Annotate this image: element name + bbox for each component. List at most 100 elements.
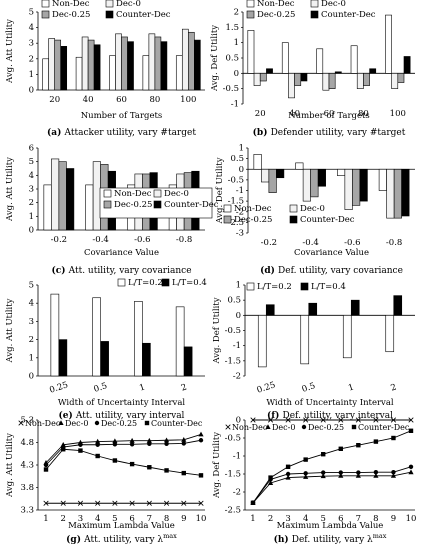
legend-swatch — [105, 10, 114, 19]
panel-caption: (d) Def. utility, vary covariance — [260, 265, 403, 276]
x-axis-label: Covariance Value — [294, 248, 369, 258]
data-point-triangle — [265, 424, 271, 429]
data-point-triangle — [198, 431, 204, 437]
bar — [253, 73, 261, 86]
y-tick-label: 1 — [29, 70, 34, 80]
y-tick-label: 0.5 — [225, 54, 239, 64]
data-point-square — [147, 465, 152, 470]
legend-label: Dec-0 — [116, 0, 141, 9]
x-tick-label: 8 — [373, 514, 378, 524]
legend: Non-Dec Dec-0 Dec-0.25 Counter-Dec — [225, 423, 410, 432]
legend-label: Non-Dec — [52, 0, 90, 9]
bar — [43, 184, 52, 231]
x-tick-label: 80 — [358, 109, 369, 119]
bar — [60, 46, 68, 91]
bar — [308, 302, 318, 316]
legend-swatch — [300, 282, 309, 291]
data-point-x — [355, 417, 361, 423]
series-line — [252, 466, 412, 504]
data-point-x — [18, 420, 24, 426]
x-tick-label: -0.6 — [134, 235, 150, 245]
legend-swatch — [161, 278, 170, 287]
data-point-square — [408, 428, 414, 433]
x-tick-label: 0.25 — [48, 380, 69, 395]
bar — [54, 39, 62, 91]
bar — [247, 30, 255, 74]
x-tick-label: 100 — [390, 109, 406, 119]
x-tick-label: 100 — [180, 95, 196, 105]
caption-text: Attacker utility, vary #target — [64, 128, 197, 138]
legend-swatch — [310, 0, 319, 8]
data-point-circle — [356, 470, 361, 475]
x-tick-label: -0.4 — [302, 238, 318, 248]
caption-superscript: max — [163, 532, 177, 540]
data-point-triangle — [390, 473, 397, 478]
y-tick-label: 6 — [29, 144, 34, 154]
legend: Non-Dec Dec-0 Dec-0.25 Counter-Dec — [223, 204, 355, 225]
legend-swatch — [153, 200, 162, 209]
x-tick-label: 10 — [196, 514, 207, 524]
y-tick-label: -2 — [236, 207, 244, 217]
bar — [253, 154, 262, 170]
legend: Non-Dec Dec-0 Dec-0.25 Counter-Dec — [99, 187, 219, 219]
data-point-triangle — [181, 437, 187, 442]
x-axis-label: Covariance Value — [84, 248, 159, 258]
bar — [337, 168, 346, 176]
legend-label: Dec-0 — [164, 189, 189, 199]
caption-text: Def. utility, vary λ — [292, 535, 373, 545]
series-line — [45, 448, 202, 476]
x-tick-label: 4 — [303, 514, 308, 524]
y-tick-label: -1.5 — [225, 470, 241, 480]
data-point-circle — [303, 471, 308, 476]
x-tick-label: 2 — [61, 514, 66, 524]
bar — [188, 31, 195, 91]
x-axis-label: Width of Uncertainty Interval — [58, 398, 186, 408]
data-point-x — [373, 417, 379, 423]
x-axis-label: Width of Uncertainty Interval — [266, 398, 394, 408]
x-tick-label: -0.8 — [176, 235, 192, 245]
data-point-square — [95, 453, 100, 459]
legend-label: Dec-0.25 — [114, 200, 152, 210]
data-point-square — [285, 464, 291, 469]
bar — [115, 33, 122, 91]
data-point-square — [144, 420, 150, 426]
caption-letter: (g) — [66, 534, 84, 545]
data-point-x — [225, 424, 231, 430]
bar — [342, 315, 352, 359]
data-point-circle — [147, 441, 152, 447]
caption-text: Att. utility, vary interval — [75, 411, 185, 421]
legend-swatch — [246, 282, 255, 291]
panel-caption: (c) Att. utility, vary covariance — [51, 265, 191, 276]
bar — [350, 299, 360, 316]
legend-label: Dec-0 — [321, 0, 346, 9]
legend-label: Dec-0.25 — [308, 423, 344, 432]
y-tick-label: 3 — [29, 185, 34, 195]
data-point-x — [408, 417, 414, 423]
data-point-square — [303, 457, 308, 462]
bar — [276, 168, 285, 179]
x-tick-label: -0.8 — [386, 238, 402, 248]
y-tick-label: 3 — [29, 317, 34, 327]
bar — [268, 168, 277, 193]
x-tick-label: 6 — [129, 514, 134, 524]
legend-swatch — [310, 10, 319, 19]
y-tick-label: 0 — [29, 226, 34, 236]
panel-caption: (h) Def. utility, vary λmax — [274, 532, 387, 545]
legend-label: Counter-Dec — [151, 419, 203, 428]
y-tick-label: 0.5 — [230, 154, 244, 164]
y-tick-label: 4.3 — [20, 461, 34, 471]
y-tick-label: 0 — [236, 311, 241, 321]
caption-letter: (a) — [47, 127, 64, 138]
y-tick-label: 1.5 — [225, 23, 239, 33]
bar — [352, 168, 361, 206]
data-point-circle — [181, 441, 186, 446]
x-axis-label: Number of Targets — [81, 111, 163, 121]
bar — [142, 55, 150, 91]
y-tick-label: 5.3 — [20, 416, 34, 426]
bar — [259, 73, 267, 82]
bar — [148, 33, 156, 91]
y-tick-label: 5 — [29, 8, 34, 18]
x-axis-label: Number of Targets — [288, 111, 370, 121]
data-point-x — [60, 500, 66, 506]
